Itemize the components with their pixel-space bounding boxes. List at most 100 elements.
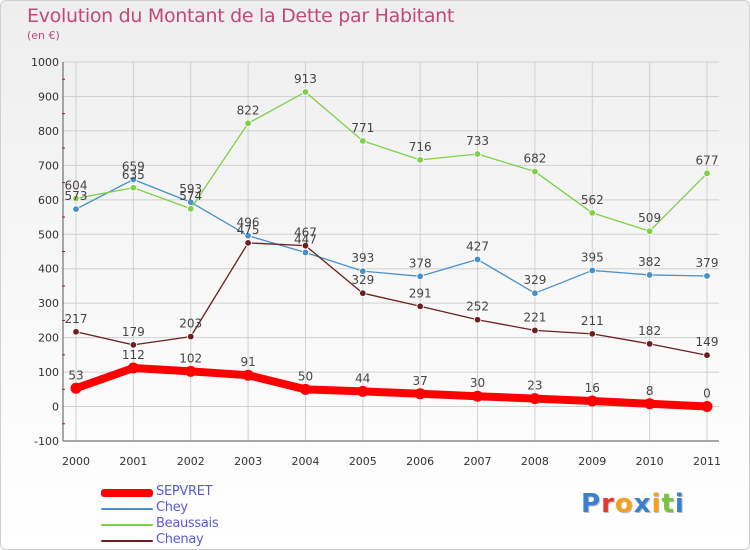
data-point bbox=[129, 341, 138, 349]
data-point bbox=[301, 241, 310, 250]
data-label: 91 bbox=[240, 355, 255, 369]
data-label: 573 bbox=[65, 189, 88, 203]
data-point bbox=[129, 175, 138, 184]
data-point bbox=[242, 369, 254, 381]
y-tick-label: 900 bbox=[38, 90, 59, 103]
data-label: 37 bbox=[413, 374, 428, 388]
x-tick-label: 2009 bbox=[578, 455, 606, 468]
legend-label: Chenay bbox=[156, 532, 204, 547]
data-point bbox=[129, 184, 138, 192]
chart-title: Evolution du Montant de la Dette par Hab… bbox=[27, 5, 455, 27]
x-tick-label: 2000 bbox=[62, 455, 90, 468]
data-point bbox=[703, 169, 711, 177]
data-label: 102 bbox=[179, 351, 202, 365]
x-tick-label: 2001 bbox=[119, 455, 147, 468]
data-label: 593 bbox=[179, 182, 202, 196]
data-point bbox=[703, 351, 711, 359]
legend-label: Beaussais bbox=[156, 516, 219, 531]
data-label: 16 bbox=[585, 381, 600, 395]
data-point bbox=[531, 167, 539, 176]
x-tick-label: 2006 bbox=[406, 455, 434, 468]
data-point bbox=[473, 255, 482, 264]
data-label: 509 bbox=[638, 211, 661, 225]
data-label: 427 bbox=[466, 239, 489, 253]
data-point bbox=[70, 382, 82, 394]
data-point bbox=[244, 231, 252, 240]
data-label: 677 bbox=[696, 153, 719, 167]
data-label: 203 bbox=[179, 317, 202, 331]
data-point bbox=[301, 248, 310, 257]
proxiti-logo: Proxiti bbox=[581, 489, 685, 519]
data-label: 635 bbox=[122, 168, 145, 182]
data-label: 822 bbox=[237, 103, 260, 117]
data-label: 112 bbox=[122, 348, 145, 362]
data-point bbox=[301, 88, 310, 96]
y-tick-label: 500 bbox=[38, 228, 59, 241]
x-tick-label: 2005 bbox=[349, 455, 377, 468]
data-label: 30 bbox=[470, 376, 485, 390]
data-point bbox=[244, 239, 252, 247]
data-label: 447 bbox=[294, 233, 317, 247]
data-label: 149 bbox=[696, 335, 719, 349]
data-point bbox=[644, 398, 656, 410]
legend-label: SEPVRET bbox=[156, 484, 213, 499]
data-point bbox=[359, 137, 367, 145]
x-tick-label: 2003 bbox=[234, 455, 262, 468]
data-label: 221 bbox=[523, 310, 546, 324]
data-point bbox=[701, 401, 713, 413]
x-tick-label: 2007 bbox=[464, 455, 492, 468]
data-label: 53 bbox=[68, 368, 83, 382]
data-label: 329 bbox=[523, 273, 546, 287]
data-label: 252 bbox=[466, 300, 489, 314]
chart-subtitle: (en €) bbox=[27, 29, 60, 42]
data-point bbox=[187, 332, 195, 341]
x-tick-label: 2011 bbox=[693, 455, 721, 468]
data-point bbox=[416, 156, 424, 164]
legend-swatch bbox=[101, 489, 153, 497]
data-label: 395 bbox=[581, 250, 604, 264]
data-point bbox=[359, 267, 367, 275]
data-label: 291 bbox=[409, 286, 432, 300]
x-tick-label: 2010 bbox=[636, 455, 664, 468]
data-point bbox=[645, 271, 654, 279]
legend-swatch bbox=[101, 508, 153, 510]
data-labels: 53 112 102 91 50 44 37 30 23 16 8 0 573 659 593 496 447 3… bbox=[65, 72, 719, 401]
data-label: 771 bbox=[351, 121, 374, 135]
data-label: 574 bbox=[179, 189, 202, 203]
data-point bbox=[473, 150, 482, 158]
data-label: 179 bbox=[122, 325, 145, 339]
series bbox=[70, 88, 713, 413]
data-label: 733 bbox=[466, 134, 489, 148]
data-point bbox=[414, 388, 426, 400]
x-tick-label: 2008 bbox=[521, 455, 549, 468]
y-tick-label: 400 bbox=[38, 263, 59, 276]
data-label: 382 bbox=[638, 255, 661, 269]
legend-label: Chey bbox=[156, 500, 188, 515]
data-point bbox=[473, 316, 482, 324]
series-line-beaussais bbox=[75, 91, 708, 232]
data-label: 393 bbox=[351, 251, 374, 265]
data-point bbox=[586, 395, 598, 407]
data-label: 23 bbox=[527, 379, 542, 393]
y-tick-label: 600 bbox=[38, 194, 59, 207]
data-label: 604 bbox=[65, 178, 88, 192]
data-point bbox=[416, 302, 424, 310]
data-point bbox=[185, 365, 197, 377]
data-label: 913 bbox=[294, 72, 317, 86]
grid bbox=[63, 61, 719, 442]
data-point bbox=[357, 385, 369, 397]
data-point bbox=[703, 272, 711, 280]
series-line-chenay bbox=[75, 242, 708, 356]
data-point bbox=[359, 289, 367, 297]
data-label: 8 bbox=[646, 384, 654, 398]
data-label: 211 bbox=[581, 314, 604, 328]
y-tick-label: 0 bbox=[52, 401, 59, 414]
data-label: 716 bbox=[409, 140, 432, 154]
data-label: 496 bbox=[237, 216, 260, 230]
data-label: 329 bbox=[351, 273, 374, 287]
legend-swatch bbox=[101, 540, 153, 542]
data-point bbox=[299, 383, 311, 395]
data-label: 659 bbox=[122, 159, 145, 173]
y-tick-label: 200 bbox=[38, 332, 59, 345]
